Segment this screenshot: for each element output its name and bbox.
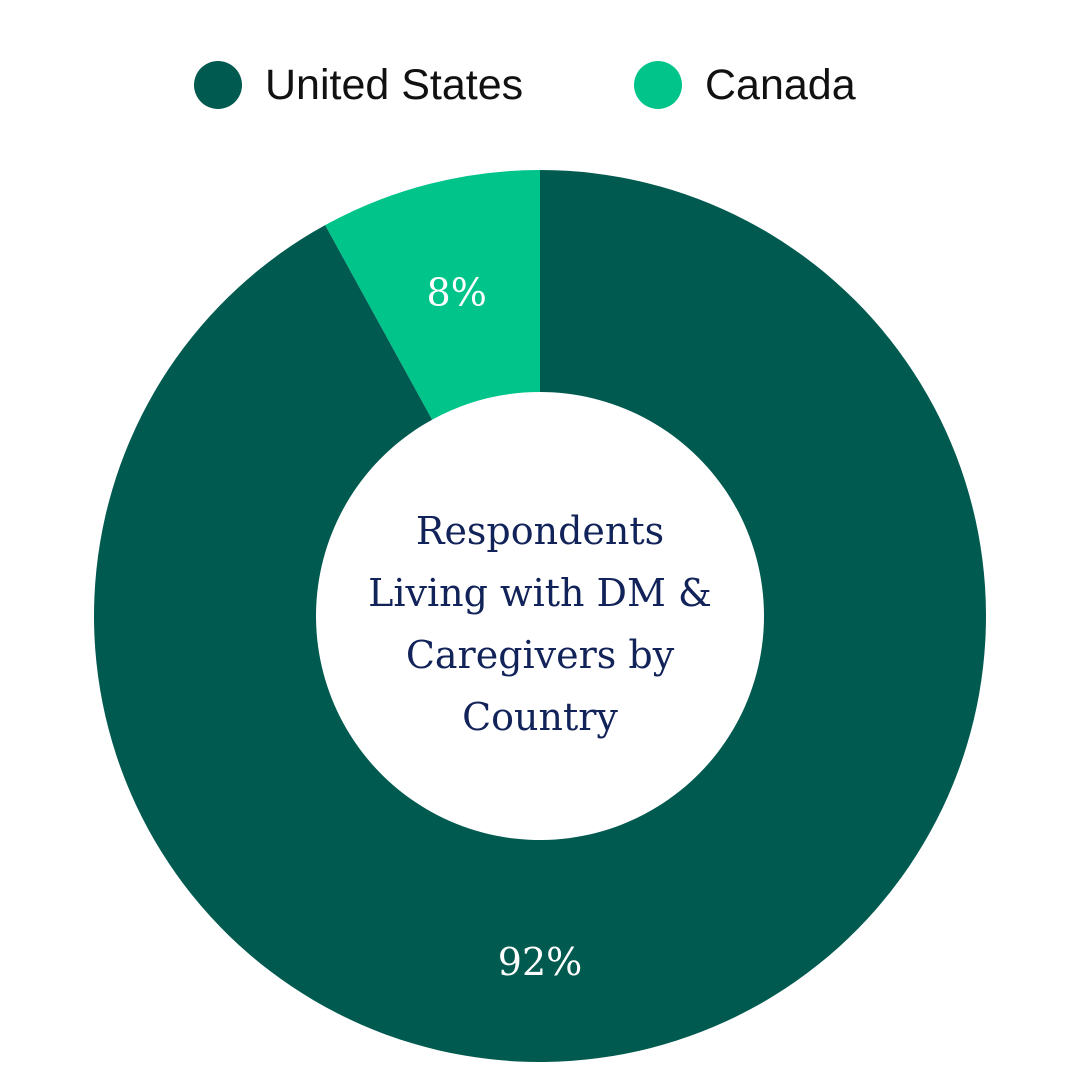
chart-title-line-1: Respondents xyxy=(415,509,665,553)
legend-label-canada: Canada xyxy=(705,61,856,109)
slice-label-canada: 8% xyxy=(427,271,487,315)
legend-item-united-states: United States xyxy=(194,58,523,112)
slice-united-states xyxy=(93,170,987,1063)
chart-title-line-3: Caregivers by xyxy=(405,633,675,677)
chart-title-line-4: Country xyxy=(462,695,618,739)
slice-canada xyxy=(325,170,540,420)
legend-item-canada: Canada xyxy=(634,58,856,112)
legend-swatch-canada xyxy=(634,61,682,109)
legend: United States Canada xyxy=(0,58,1080,112)
legend-label-united-states: United States xyxy=(265,61,524,109)
slice-label-united-states: 92% xyxy=(498,940,582,984)
chart-title-line-2: Living with DM & xyxy=(368,571,712,615)
legend-swatch-united-states xyxy=(194,61,242,109)
chart-title: Respondents Living with DM & Caregivers … xyxy=(340,500,740,740)
